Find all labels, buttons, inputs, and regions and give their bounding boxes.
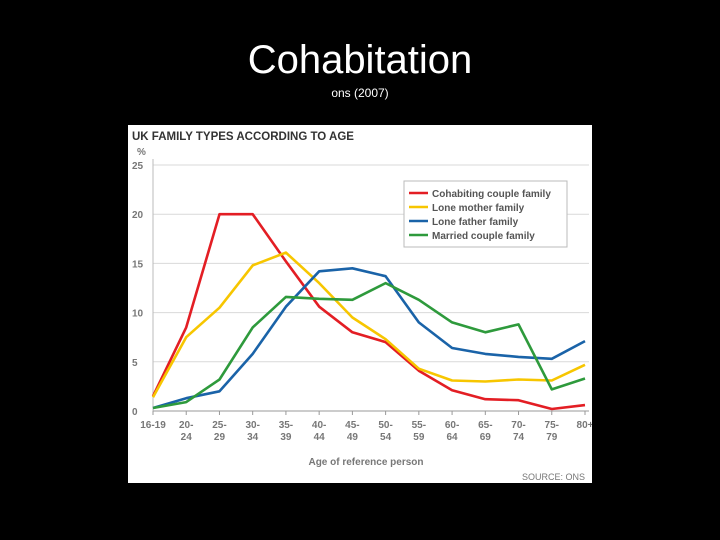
- x-tick-label: 70-74: [511, 420, 525, 443]
- x-tick-label: 16-19: [140, 420, 166, 431]
- series-line-2: [151, 251, 586, 398]
- x-tick-label: 30-34: [245, 420, 259, 443]
- x-tick-label: 80+: [577, 420, 592, 431]
- legend-label: Married couple family: [432, 231, 535, 242]
- series-group: [151, 212, 586, 411]
- x-axis-label: Age of reference person: [308, 457, 423, 468]
- chart-title: UK FAMILY TYPES ACCORDING TO AGE: [132, 131, 354, 143]
- chart-panel: UK FAMILY TYPES ACCORDING TO AGE % Age o…: [128, 125, 594, 483]
- x-tick-label: 60-64: [445, 420, 459, 443]
- slide-subtitle: ons (2007): [331, 86, 389, 100]
- y-tick-label: 5: [132, 358, 138, 369]
- x-tick-label: 50-54: [378, 420, 392, 443]
- y-tick-label: 10: [132, 309, 144, 320]
- y-tick-label: 20: [132, 210, 144, 221]
- legend-box: [403, 180, 568, 248]
- x-tick-label: 75-79: [545, 420, 559, 443]
- series-line-1: [151, 212, 586, 411]
- x-tick-label: 20-24: [179, 420, 193, 443]
- legend-label: Lone father family: [432, 217, 519, 228]
- slide-title: Cohabitation: [247, 38, 473, 82]
- legend-label: Cohabiting couple family: [432, 189, 551, 200]
- line-chart: UK FAMILY TYPES ACCORDING TO AGE % Age o…: [132, 131, 594, 482]
- source-label: SOURCE: ONS: [522, 472, 585, 482]
- y-tick-label: 15: [132, 259, 144, 270]
- x-tick-label: 40-44: [312, 420, 326, 443]
- y-tick-label: 25: [132, 161, 144, 172]
- y-tick-label: 0: [132, 407, 138, 418]
- legend-label: Lone mother family: [432, 203, 525, 214]
- axes: 0 5 10 15 20 25 16-19 20-24 25-29 30-34 35-39 40-44…: [132, 159, 594, 443]
- series-line-4: [152, 281, 586, 410]
- x-tick-label: 55-59: [412, 420, 426, 443]
- x-tick-label: 45-49: [345, 420, 359, 443]
- x-tick-label: 25-29: [212, 420, 226, 443]
- legend: Cohabiting couple family Lone mother fami…: [403, 180, 568, 248]
- series-line-3: [152, 267, 586, 410]
- y-axis-unit-label: %: [137, 147, 146, 158]
- x-tick-label: 65-69: [478, 420, 492, 443]
- x-tick-label: 35-39: [279, 420, 293, 443]
